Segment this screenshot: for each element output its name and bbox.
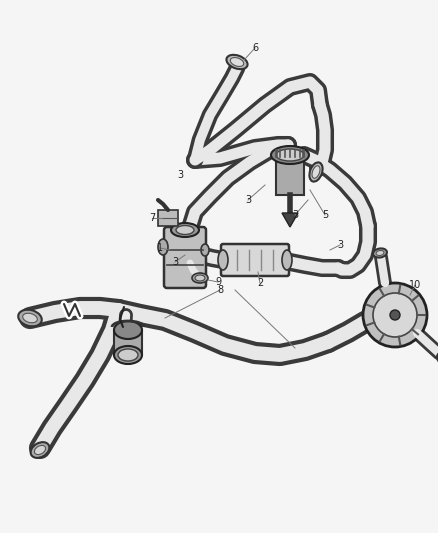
Ellipse shape xyxy=(114,321,142,339)
Ellipse shape xyxy=(158,239,168,255)
Text: 2: 2 xyxy=(257,278,263,288)
Bar xyxy=(276,155,304,195)
Ellipse shape xyxy=(23,313,37,323)
Ellipse shape xyxy=(226,55,247,69)
Circle shape xyxy=(363,283,427,347)
Ellipse shape xyxy=(230,58,244,67)
Ellipse shape xyxy=(171,223,199,237)
Ellipse shape xyxy=(373,248,387,257)
Text: 5: 5 xyxy=(322,210,328,220)
Ellipse shape xyxy=(201,244,209,256)
Text: 9: 9 xyxy=(215,277,221,287)
Bar xyxy=(114,330,142,355)
Text: 7: 7 xyxy=(149,213,155,223)
Text: 10: 10 xyxy=(409,280,421,290)
Ellipse shape xyxy=(312,166,320,178)
Ellipse shape xyxy=(309,163,323,182)
Ellipse shape xyxy=(176,225,194,235)
Text: 3: 3 xyxy=(172,257,178,267)
Text: 3: 3 xyxy=(245,195,251,205)
Ellipse shape xyxy=(437,352,438,366)
Text: 6: 6 xyxy=(252,43,258,53)
Text: 3: 3 xyxy=(292,210,298,220)
Circle shape xyxy=(373,293,417,337)
Text: 3: 3 xyxy=(177,170,183,180)
Circle shape xyxy=(390,310,400,320)
Ellipse shape xyxy=(195,275,205,281)
Ellipse shape xyxy=(118,349,138,361)
FancyBboxPatch shape xyxy=(164,227,206,288)
Text: 1: 1 xyxy=(157,243,163,253)
Ellipse shape xyxy=(31,442,49,458)
Text: 8: 8 xyxy=(217,285,223,295)
Ellipse shape xyxy=(218,250,228,270)
Polygon shape xyxy=(282,213,298,227)
Ellipse shape xyxy=(271,146,309,164)
Ellipse shape xyxy=(114,346,142,364)
Ellipse shape xyxy=(192,273,208,283)
Ellipse shape xyxy=(376,251,384,255)
Ellipse shape xyxy=(35,446,46,455)
FancyBboxPatch shape xyxy=(221,244,289,276)
Text: 3: 3 xyxy=(337,240,343,250)
Ellipse shape xyxy=(18,310,42,326)
Ellipse shape xyxy=(276,149,304,161)
Bar xyxy=(158,210,178,226)
Ellipse shape xyxy=(282,250,292,270)
